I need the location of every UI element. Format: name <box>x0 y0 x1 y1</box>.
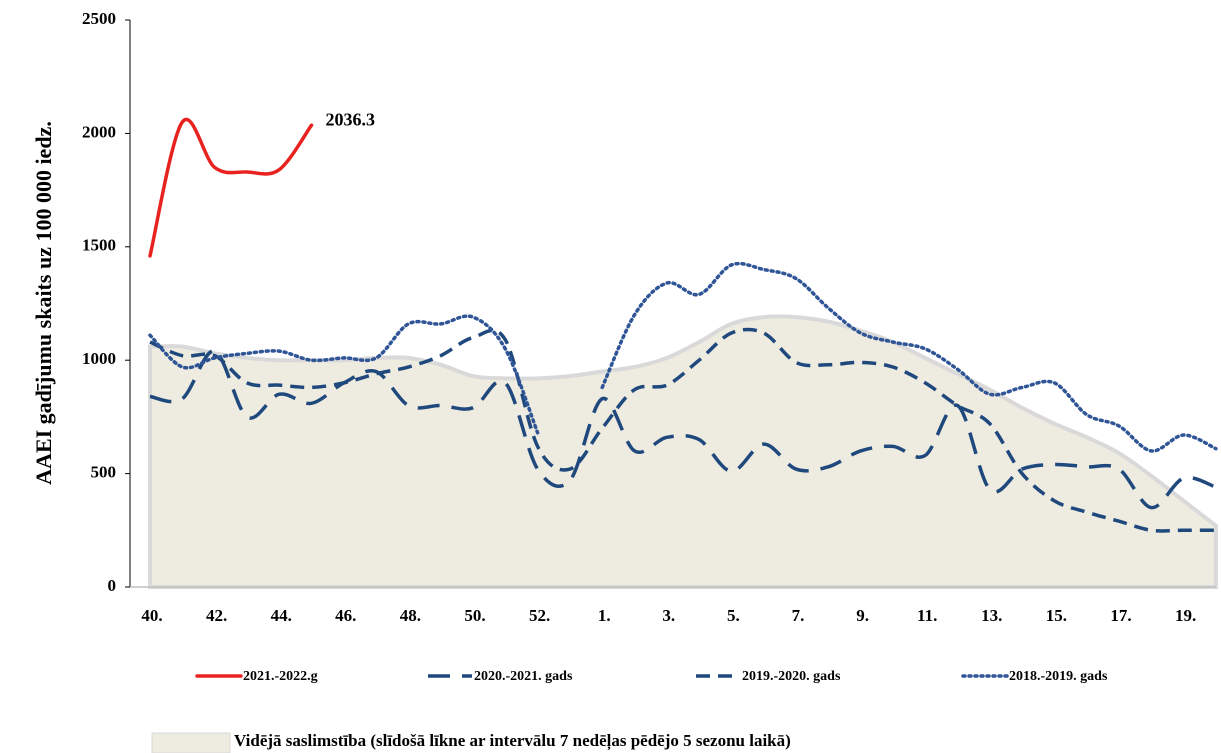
x-tick-label: 9. <box>856 606 869 625</box>
legend-label: 2018.-2019. gads <box>1009 669 1108 684</box>
x-tick-label: 13. <box>981 606 1002 625</box>
x-tick-label: 42. <box>206 606 227 625</box>
x-tick-label: 7. <box>792 606 805 625</box>
x-tick-label: 46. <box>335 606 356 625</box>
y-tick-label: 2500 <box>82 9 116 28</box>
x-tick-label: 3. <box>662 606 675 625</box>
y-tick-label: 500 <box>91 463 117 482</box>
x-tick-label: 5. <box>727 606 740 625</box>
y-tick-label: 2000 <box>82 122 116 141</box>
legend-label: 2021.-2022.g <box>243 669 318 684</box>
y-tick-label: 0 <box>108 576 117 595</box>
legend-label: Vidējā saslimstība (slīdošā līkne ar int… <box>234 731 791 751</box>
x-tick-label: 17. <box>1110 606 1131 625</box>
y-tick-label: 1500 <box>82 236 116 255</box>
legend-label: 2020.-2021. gads <box>474 669 573 684</box>
legend-swatch <box>151 732 231 753</box>
series-line <box>149 327 1216 533</box>
x-tick-label: 48. <box>400 606 421 625</box>
x-tick-label: 40. <box>141 606 162 625</box>
series-line <box>149 349 1217 510</box>
x-tick-label: 19. <box>1175 606 1196 625</box>
series-line <box>148 117 314 258</box>
y-tick-label: 1000 <box>82 349 116 368</box>
y-axis-title: AAEI gadījumu skaits uz 100 000 iedz. <box>31 121 56 485</box>
x-tick-label: 15. <box>1046 606 1067 625</box>
x-tick-label: 52. <box>529 606 550 625</box>
x-tick-label: 1. <box>598 606 611 625</box>
x-tick-label: 50. <box>464 606 485 625</box>
series-line <box>148 261 1218 453</box>
legend-label: 2019.-2020. gads <box>742 669 841 684</box>
average-area <box>148 314 1218 589</box>
x-tick-label: 11. <box>917 606 937 625</box>
data-label: 2036.3 <box>326 109 376 129</box>
x-tick-label: 44. <box>271 606 292 625</box>
